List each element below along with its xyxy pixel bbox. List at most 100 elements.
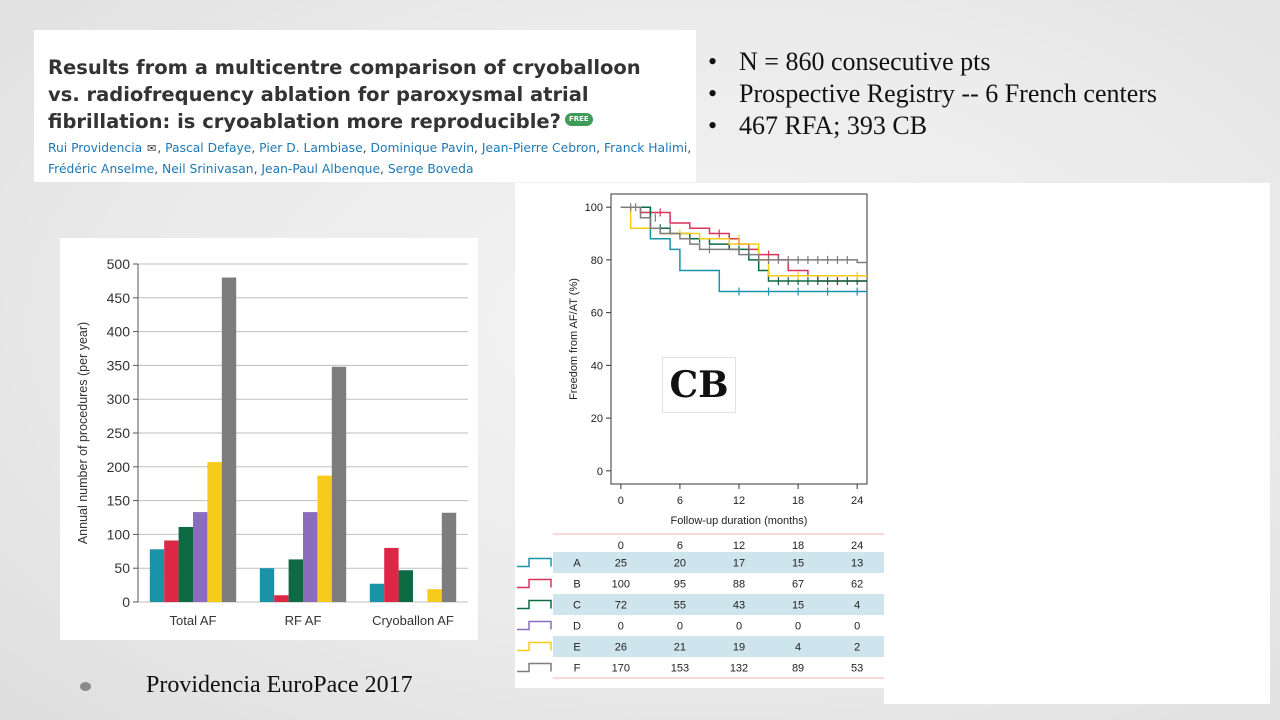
risk-table-cell: 55 xyxy=(674,600,686,612)
paper-header: Results from a multicentre comparison of… xyxy=(34,30,696,182)
risk-table-cell: 0 xyxy=(618,621,624,633)
risk-legend-swatch xyxy=(517,578,552,589)
km-ytick-label: 80 xyxy=(591,255,603,267)
bar-ytick-label: 350 xyxy=(107,357,131,373)
bar-ytick-label: 150 xyxy=(107,493,131,509)
caption-bullet xyxy=(80,682,91,691)
km-curve-F xyxy=(620,206,867,264)
risk-legend-swatch xyxy=(517,620,552,631)
bar xyxy=(221,277,237,602)
bar xyxy=(441,512,457,602)
risk-row-label: E xyxy=(573,642,580,654)
paper-title-text: Results from a multicentre comparison of… xyxy=(48,56,641,133)
risk-legend-swatch xyxy=(517,557,552,568)
bar xyxy=(398,570,413,602)
risk-row-label: D xyxy=(573,621,581,633)
risk-table-cell: 0 xyxy=(677,621,683,633)
risk-table-cell: 67 xyxy=(792,579,804,591)
author-link[interactable]: Jean-Paul Albenque xyxy=(261,162,381,176)
bar xyxy=(288,559,303,602)
bullet-text: Prospective Registry -- 6 French centers xyxy=(739,79,1158,108)
bar-ytick-label: 250 xyxy=(107,425,131,441)
risk-table-cell: 153 xyxy=(671,663,689,675)
bar-ytick-label: 200 xyxy=(107,459,131,475)
author-link[interactable]: Neil Srinivasan xyxy=(162,162,254,176)
km-xtick-label: 18 xyxy=(792,495,804,507)
km-ytick-label: 40 xyxy=(591,360,603,372)
bar xyxy=(274,595,289,602)
km-chart-panel: 0 20 40 60 80 100 0 6 12 18 24 Follow-up duration (… xyxy=(515,183,884,688)
author-link[interactable]: Serge Boveda xyxy=(387,162,474,176)
author-link[interactable]: Pier D. Lambiase xyxy=(259,141,363,155)
free-badge: FREE xyxy=(564,113,593,126)
risk-row-label: A xyxy=(573,558,581,570)
author-link[interactable]: Frédéric Anselme xyxy=(48,162,155,176)
risk-table-cell: 26 xyxy=(615,642,627,654)
risk-table-cell: 21 xyxy=(674,642,686,654)
risk-table-cell: 53 xyxy=(851,663,863,675)
bar-chart-panel: 0 50 100 150 200 250 300 350 400 450 500 Annual num… xyxy=(60,238,478,640)
km-ytick-label: 20 xyxy=(591,413,603,425)
km-curve-E xyxy=(620,206,867,277)
risk-table-stripe xyxy=(553,594,884,615)
bar xyxy=(369,583,385,602)
risk-table-header: 12 xyxy=(733,540,745,552)
bar xyxy=(207,462,222,602)
risk-table-cell: 72 xyxy=(615,600,627,612)
bar xyxy=(427,589,442,602)
bar-ytick-label: 300 xyxy=(107,391,131,407)
risk-table-cell: 89 xyxy=(792,663,804,675)
right-panel xyxy=(884,183,1270,704)
risk-row-label: C xyxy=(573,600,581,612)
risk-table-cell: 0 xyxy=(795,621,801,633)
cb-label: CB xyxy=(662,357,736,413)
km-xtick-label: 12 xyxy=(733,495,745,507)
risk-table-stripe xyxy=(553,636,884,657)
risk-table-cell: 15 xyxy=(792,600,804,612)
km-xtick-label: 0 xyxy=(618,495,624,507)
km-xtick-label: 6 xyxy=(677,495,683,507)
author-link[interactable]: Pascal Defaye xyxy=(165,141,252,155)
bar xyxy=(331,366,347,602)
km-ytick-label: 60 xyxy=(591,308,603,320)
bullet-item: • N = 860 consecutive pts xyxy=(708,46,1268,78)
risk-table-cell: 43 xyxy=(733,600,745,612)
risk-table-cell: 132 xyxy=(730,663,748,675)
author-link[interactable]: Dominique Pavin xyxy=(370,141,475,155)
risk-table-header: 24 xyxy=(851,540,863,552)
author-link[interactable]: Franck Halimi xyxy=(603,141,688,155)
risk-table-cell: 15 xyxy=(792,558,804,570)
km-ytick-label: 100 xyxy=(585,202,603,214)
author-link[interactable]: Jean-Pierre Cebron xyxy=(481,141,597,155)
bar xyxy=(193,512,208,602)
risk-table-cell: 25 xyxy=(615,558,627,570)
caption: Providencia EuroPace 2017 xyxy=(146,672,413,698)
risk-table-cell: 4 xyxy=(795,642,801,654)
risk-table-cell: 19 xyxy=(733,642,745,654)
risk-row-label: F xyxy=(574,663,581,675)
bar-ytick-label: 0 xyxy=(122,594,130,610)
risk-table-cell: 95 xyxy=(674,579,686,591)
km-ytick-label: 0 xyxy=(597,466,603,478)
bar xyxy=(384,547,399,602)
risk-table-header: 6 xyxy=(677,540,683,552)
bar xyxy=(149,549,165,602)
risk-table-cell: 13 xyxy=(851,558,863,570)
bullet-list: • N = 860 consecutive pts • Prospective Re… xyxy=(708,46,1268,142)
risk-legend-swatch xyxy=(517,641,552,652)
mail-icon[interactable]: ✉ xyxy=(147,142,157,155)
author-list: Rui Providencia ✉, Pascal Defaye, Pier D… xyxy=(48,138,698,180)
bar-ytick-label: 100 xyxy=(107,526,131,542)
risk-table-cell: 62 xyxy=(851,579,863,591)
bar-category-label: Total AF xyxy=(170,613,217,628)
risk-table-cell: 100 xyxy=(612,579,630,591)
risk-legend-swatch xyxy=(517,662,552,673)
bullet-text: 467 RFA; 393 CB xyxy=(739,111,928,140)
author-link[interactable]: Rui Providencia xyxy=(48,141,143,155)
bullet-dot: • xyxy=(708,47,718,76)
risk-table-cell: 170 xyxy=(612,663,630,675)
bullet-dot: • xyxy=(708,111,718,140)
risk-legend-swatch xyxy=(517,599,552,610)
